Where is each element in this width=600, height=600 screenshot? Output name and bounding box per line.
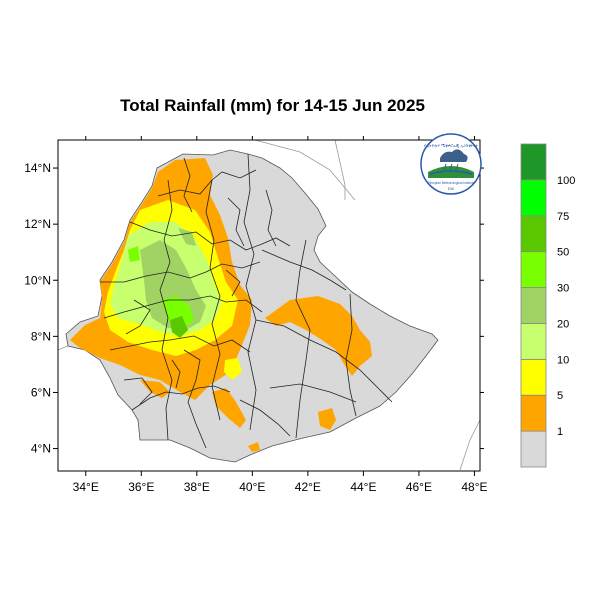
latitude-axis: 4°N 6°N 8°N 10°N 12°N 14°N bbox=[24, 161, 484, 456]
legend-label: 5 bbox=[557, 390, 563, 402]
emi-logo: የኢትዮጵያ ሜቲዎሮሎጂ ኢንስቲትዩት Ethiopian Meteorol… bbox=[420, 133, 482, 195]
rainfall-overlay bbox=[70, 158, 372, 452]
lat-tick-label: 14°N bbox=[24, 161, 51, 175]
logo-text-bottom: Ethiopian Meteorological Institute bbox=[428, 181, 475, 185]
legend-swatch bbox=[520, 394, 547, 432]
lon-tick-label: 40°E bbox=[239, 480, 265, 494]
lon-tick-label: 38°E bbox=[184, 480, 210, 494]
legend-swatch bbox=[520, 179, 547, 217]
longitude-axis: 34°E 36°E 38°E 40°E 42°E 44°E 46°E 48°E bbox=[73, 136, 488, 494]
color-legend: 1 5 10 20 30 50 75 100 bbox=[520, 143, 575, 468]
lon-tick-label: 36°E bbox=[128, 480, 154, 494]
lat-tick-label: 10°N bbox=[24, 273, 51, 287]
legend-swatch bbox=[520, 430, 547, 468]
legend-label: 50 bbox=[557, 247, 569, 259]
lon-tick-label: 34°E bbox=[73, 480, 99, 494]
lon-tick-label: 44°E bbox=[350, 480, 376, 494]
map-title: Total Rainfall (mm) for 14-15 Jun 2025 bbox=[120, 96, 425, 115]
legend-swatch bbox=[520, 323, 547, 360]
lat-tick-label: 6°N bbox=[31, 385, 51, 399]
legend-swatch bbox=[520, 251, 547, 288]
lat-tick-label: 4°N bbox=[31, 442, 51, 456]
admin-boundaries bbox=[100, 153, 393, 449]
logo-text-top: የኢትዮጵያ ሜቲዎሮሎጂ ኢንስቲትዩት bbox=[424, 143, 478, 148]
legend-label: 30 bbox=[557, 283, 569, 295]
legend-swatch bbox=[520, 143, 547, 181]
legend-label: 75 bbox=[557, 211, 569, 223]
legend-swatch bbox=[520, 358, 547, 396]
lat-tick-label: 8°N bbox=[31, 329, 51, 343]
legend-swatch bbox=[520, 287, 547, 324]
legend-swatch bbox=[520, 215, 547, 253]
legend-label: 10 bbox=[557, 354, 569, 366]
legend-label: 100 bbox=[557, 175, 575, 187]
logo-text-small: EMI bbox=[448, 187, 454, 191]
map-frame bbox=[57, 139, 481, 472]
legend-label: 1 bbox=[557, 426, 563, 438]
lon-tick-label: 42°E bbox=[295, 480, 321, 494]
lon-tick-label: 48°E bbox=[461, 480, 487, 494]
legend-label: 20 bbox=[557, 318, 569, 330]
lon-tick-label: 46°E bbox=[406, 480, 432, 494]
lat-tick-label: 12°N bbox=[24, 217, 51, 231]
